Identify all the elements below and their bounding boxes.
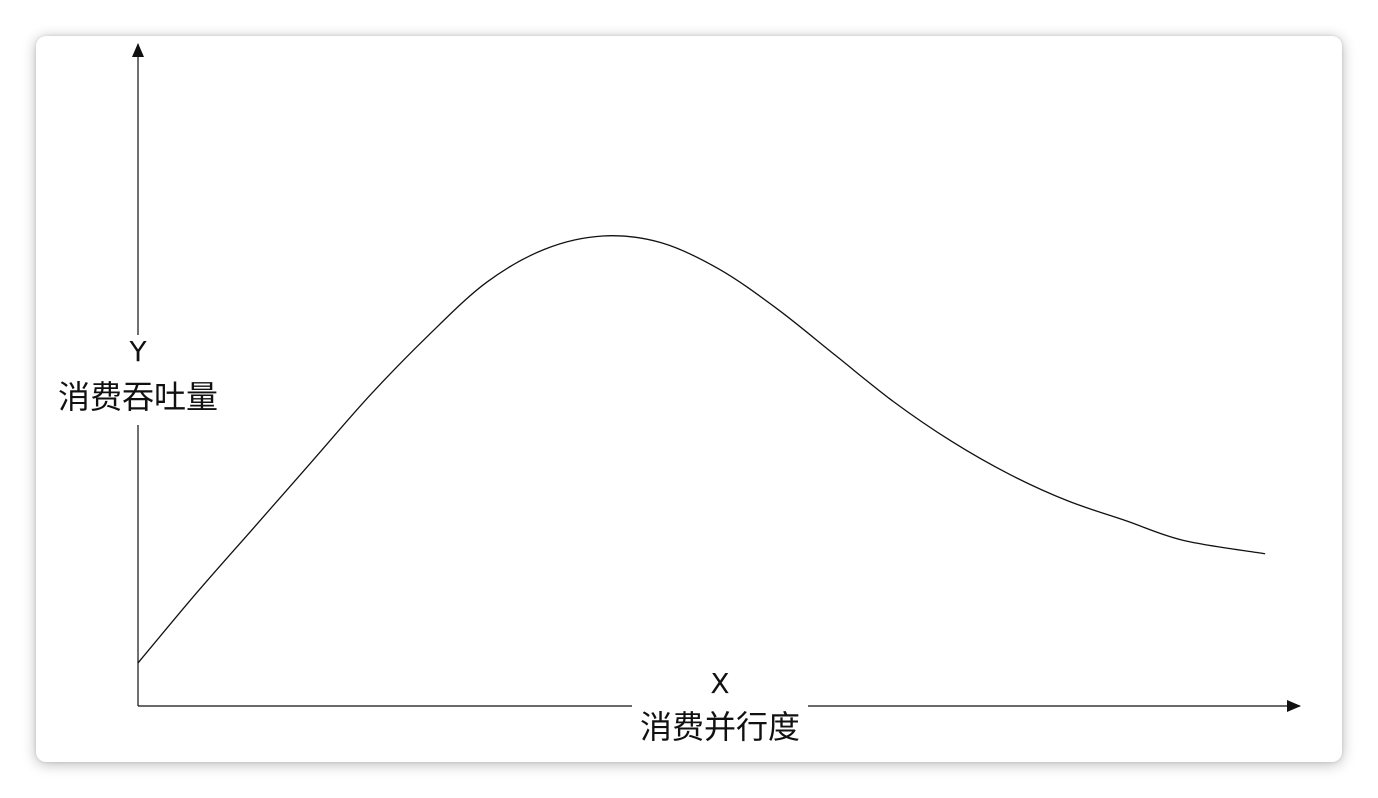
x-axis-label: 消费并行度 — [640, 708, 800, 746]
chart-card — [36, 36, 1342, 762]
x-axis-symbol: X — [710, 667, 729, 700]
y-axis-symbol: Y — [128, 335, 147, 368]
series-curve — [137, 235, 1266, 664]
y-axis-label: 消费吞吐量 — [58, 378, 218, 416]
